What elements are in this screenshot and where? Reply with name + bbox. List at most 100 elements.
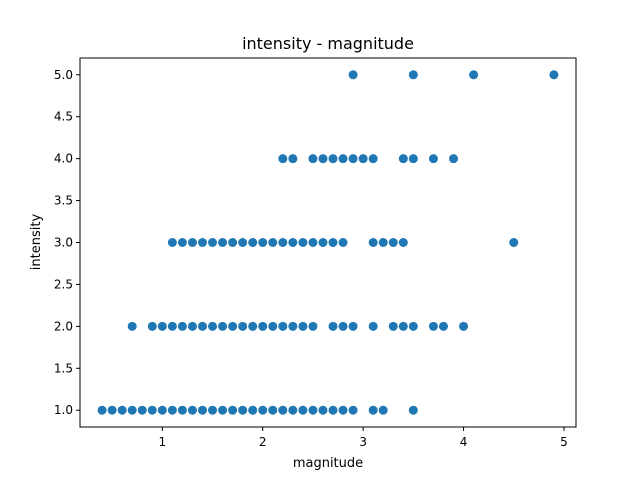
- data-point: [368, 154, 378, 164]
- data-point: [459, 321, 469, 331]
- data-point: [408, 70, 418, 80]
- data-point: [137, 405, 147, 415]
- data-point: [368, 238, 378, 247]
- data-point: [177, 321, 187, 331]
- data-point: [278, 321, 288, 331]
- data-point: [278, 238, 288, 247]
- data-point: [187, 405, 197, 415]
- x-tick-label: 2: [259, 435, 267, 449]
- data-point: [328, 238, 338, 247]
- y-tick-label: 3.0: [54, 236, 73, 250]
- data-point: [368, 321, 378, 331]
- data-point: [167, 238, 177, 247]
- data-point: [117, 405, 127, 415]
- data-point: [358, 154, 368, 164]
- y-tick-label: 1.0: [54, 403, 73, 417]
- data-point: [167, 405, 177, 415]
- data-point: [298, 405, 308, 415]
- data-point: [318, 238, 328, 247]
- data-point: [177, 238, 187, 247]
- data-point: [228, 238, 238, 247]
- data-point: [378, 405, 388, 415]
- data-point: [248, 238, 258, 247]
- data-point: [328, 154, 338, 164]
- data-point: [368, 405, 378, 415]
- data-point: [388, 238, 398, 247]
- data-point: [177, 405, 187, 415]
- data-point: [428, 321, 438, 331]
- y-tick-label: 3.5: [54, 194, 73, 208]
- data-point: [208, 405, 218, 415]
- data-point: [278, 154, 288, 164]
- data-point: [428, 154, 438, 164]
- x-tick-label: 1: [159, 435, 167, 449]
- data-point: [228, 321, 238, 331]
- data-point: [238, 238, 248, 247]
- data-point: [268, 238, 278, 247]
- y-axis-label: intensity: [29, 214, 44, 271]
- y-tick-label: 2.5: [54, 277, 73, 291]
- data-point: [408, 154, 418, 164]
- data-point: [258, 405, 268, 415]
- data-point: [238, 321, 248, 331]
- data-point: [157, 321, 167, 331]
- y-tick-label: 4.5: [54, 110, 73, 124]
- data-point: [308, 405, 318, 415]
- data-point: [218, 321, 228, 331]
- y-tick-label: 1.5: [54, 361, 73, 375]
- data-point: [167, 321, 177, 331]
- y-tick-label: 4.0: [54, 152, 73, 166]
- data-point: [197, 405, 207, 415]
- x-axis-ticks: 1 2 3 4 5: [159, 427, 568, 449]
- data-point: [338, 238, 348, 247]
- data-point: [187, 321, 197, 331]
- data-point: [348, 321, 358, 331]
- chart-title: intensity - magnitude: [242, 34, 414, 53]
- y-tick-label: 5.0: [54, 68, 73, 82]
- data-point: [398, 154, 408, 164]
- data-point: [338, 405, 348, 415]
- data-points: [97, 70, 559, 415]
- data-point: [328, 405, 338, 415]
- data-point: [278, 405, 288, 415]
- x-tick-label: 4: [460, 435, 468, 449]
- data-point: [248, 405, 258, 415]
- data-point: [398, 238, 408, 247]
- data-point: [208, 238, 218, 247]
- data-point: [449, 154, 459, 164]
- data-point: [348, 154, 358, 164]
- data-point: [348, 70, 358, 80]
- data-point: [308, 238, 318, 247]
- data-point: [97, 405, 107, 415]
- x-axis-label: magnitude: [293, 456, 363, 471]
- data-point: [218, 405, 228, 415]
- data-point: [268, 321, 278, 331]
- data-point: [288, 405, 298, 415]
- x-tick-label: 5: [560, 435, 568, 449]
- data-point: [318, 405, 328, 415]
- data-point: [308, 154, 318, 164]
- data-point: [328, 321, 338, 331]
- data-point: [157, 405, 167, 415]
- data-point: [509, 238, 519, 247]
- data-point: [187, 238, 197, 247]
- data-point: [127, 321, 137, 331]
- data-point: [398, 321, 408, 331]
- data-point: [388, 321, 398, 331]
- data-point: [238, 405, 248, 415]
- data-point: [469, 70, 479, 80]
- data-point: [438, 321, 448, 331]
- data-point: [408, 321, 418, 331]
- data-point: [308, 321, 318, 331]
- data-point: [288, 238, 298, 247]
- data-point: [258, 321, 268, 331]
- data-point: [147, 321, 157, 331]
- data-point: [147, 405, 157, 415]
- data-point: [218, 238, 228, 247]
- data-point: [208, 321, 218, 331]
- data-point: [378, 238, 388, 247]
- data-point: [298, 321, 308, 331]
- data-point: [338, 154, 348, 164]
